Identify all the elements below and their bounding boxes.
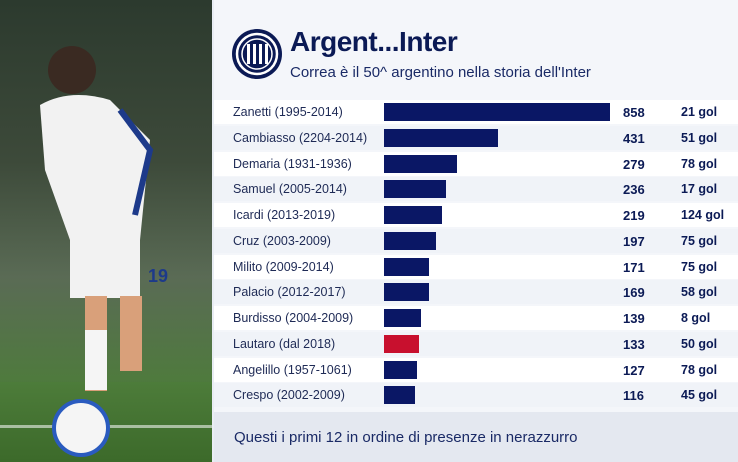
player-name-label: Cambiasso (2204-2014) bbox=[233, 130, 368, 145]
player-name-label: Cruz (2003-2009) bbox=[233, 233, 331, 248]
player-name-label: Palacio (2012-2017) bbox=[233, 285, 346, 300]
appearances-value: 236 bbox=[623, 182, 645, 198]
table-row: Samuel (2005-2014) 236 17 gol bbox=[214, 177, 738, 202]
appearances-value: 133 bbox=[623, 336, 645, 352]
player-name-label: Milito (2009-2014) bbox=[233, 259, 334, 274]
appearances-value: 139 bbox=[623, 311, 645, 326]
appearances-bar bbox=[384, 154, 457, 173]
player-name-label: Samuel (2005-2014) bbox=[233, 182, 347, 197]
player-name-label: Demaria (1931-1936) bbox=[233, 156, 352, 171]
table-row: Zanetti (1995-2014) 858 21 gol bbox=[214, 100, 738, 124]
player-photo: 19 bbox=[0, 0, 212, 462]
appearances-bar bbox=[384, 334, 419, 353]
goals-value: 75 gol bbox=[681, 233, 718, 248]
footer: Questi i primi 12 in ordine di presenze … bbox=[214, 412, 738, 462]
appearances-value: 858 bbox=[623, 105, 645, 120]
goals-value: 45 gol bbox=[681, 388, 718, 403]
player-name-label: Angelillo (1957-1061) bbox=[233, 362, 352, 377]
goals-value: 21 gol bbox=[681, 105, 718, 119]
inter-logo-icon bbox=[232, 29, 282, 79]
appearances-value: 197 bbox=[623, 233, 645, 249]
header: Argent...Inter Correa è il 50^ argentino… bbox=[214, 0, 738, 98]
appearances-bar bbox=[384, 103, 610, 121]
player-name-label: Icardi (2013-2019) bbox=[233, 208, 336, 222]
table-row: Milito (2009-2014) 171 75 gol bbox=[214, 254, 738, 279]
player-name-label: Burdisso (2004-2009) bbox=[233, 311, 354, 325]
shirt-number: 19 bbox=[148, 266, 168, 286]
table-row: Demaria (1931-1936) 279 78 gol bbox=[214, 151, 738, 176]
goals-value: 8 gol bbox=[681, 311, 711, 325]
appearances-value: 431 bbox=[623, 130, 645, 146]
appearances-bar bbox=[384, 128, 498, 147]
appearances-bar bbox=[384, 360, 417, 379]
appearances-bar bbox=[384, 257, 429, 276]
goals-value: 78 gol bbox=[681, 156, 718, 171]
table-row: Palacio (2012-2017) 169 58 gol bbox=[214, 280, 738, 305]
chart-panel: Argent...Inter Correa è il 50^ argentino… bbox=[214, 0, 738, 462]
goals-value: 17 gol bbox=[681, 182, 718, 197]
appearances-bar bbox=[384, 231, 436, 250]
bar-rows: Zanetti (1995-2014) 858 21 gol Cambiasso (2… bbox=[214, 100, 738, 409]
chart-subtitle: Correa è il 50^ argentino nella storia d… bbox=[290, 64, 591, 81]
goals-value: 58 gol bbox=[681, 285, 718, 300]
appearances-value: 127 bbox=[623, 362, 645, 378]
appearances-bar bbox=[384, 180, 446, 199]
table-row: Cruz (2003-2009) 197 75 gol bbox=[214, 228, 738, 253]
appearances-bar bbox=[384, 386, 415, 405]
table-row: Cambiasso (2204-2014) 431 51 gol bbox=[214, 125, 738, 150]
appearances-value: 219 bbox=[623, 208, 645, 223]
appearances-bar bbox=[384, 206, 442, 224]
footer-note: Questi i primi 12 in ordine di presenze … bbox=[234, 429, 578, 446]
goals-value: 124 gol bbox=[681, 208, 725, 222]
player-name-label: Crespo (2002-2009) bbox=[233, 388, 345, 403]
chart-title: Argent...Inter bbox=[290, 26, 458, 57]
goals-value: 51 gol bbox=[681, 130, 718, 145]
player-name-label: Lautaro (dal 2018) bbox=[233, 336, 336, 351]
goals-value: 78 gol bbox=[681, 362, 718, 377]
appearances-bar bbox=[384, 283, 429, 302]
goals-value: 50 gol bbox=[681, 336, 718, 351]
table-row: Lautaro (dal 2018) 133 50 gol bbox=[214, 331, 738, 356]
goals-value: 75 gol bbox=[681, 259, 718, 274]
player-figure: 19 bbox=[40, 46, 168, 457]
appearances-value: 169 bbox=[623, 285, 645, 301]
appearances-value: 279 bbox=[623, 156, 645, 172]
table-row: Icardi (2013-2019) 219 124 gol bbox=[214, 203, 738, 227]
table-row: Angelillo (1957-1061) 127 78 gol bbox=[214, 357, 738, 382]
appearances-bar bbox=[384, 309, 421, 327]
table-row: Crespo (2002-2009) 116 45 gol bbox=[214, 383, 738, 408]
appearances-value: 116 bbox=[623, 388, 644, 404]
player-name-label: Zanetti (1995-2014) bbox=[233, 105, 343, 119]
appearances-value: 171 bbox=[623, 259, 645, 275]
table-row: Burdisso (2004-2009) 139 8 gol bbox=[214, 306, 738, 330]
